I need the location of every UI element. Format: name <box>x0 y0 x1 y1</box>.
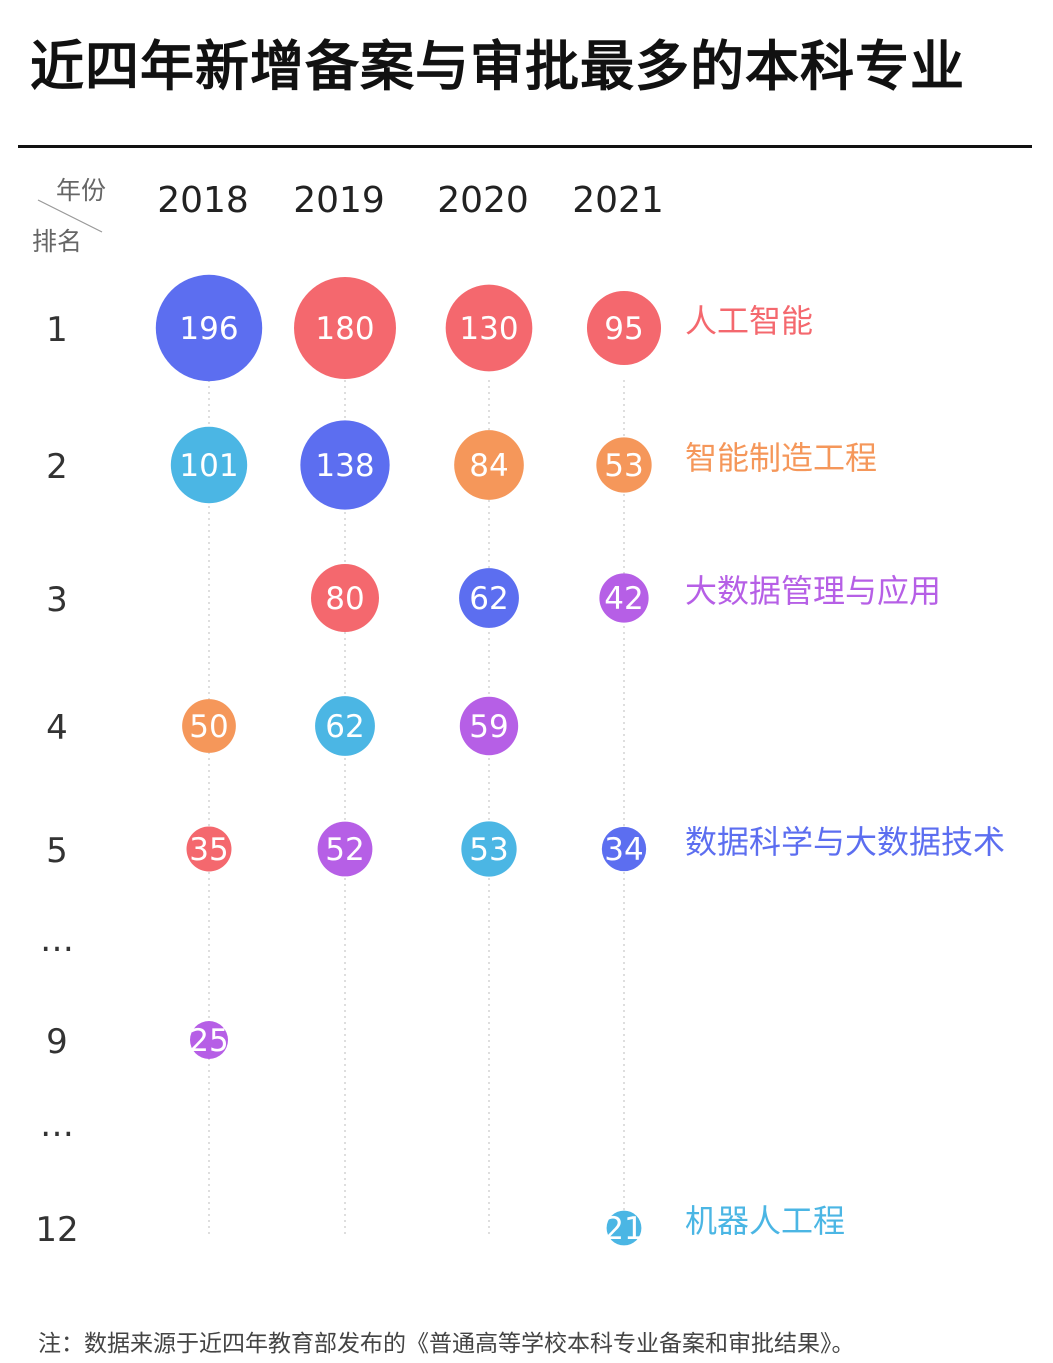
chart-title: 近四年新增备案与审批最多的本科专业 <box>30 35 965 98</box>
year-label-2018: 2018 <box>157 180 249 221</box>
bubble-2018-rank-5 <box>186 826 232 872</box>
corner-rank-label: 排名 <box>32 227 82 256</box>
bubble-2019-rank-5 <box>317 821 373 877</box>
bubble-value-2021-rank-5: 34 <box>604 832 643 868</box>
corner-year-label: 年份 <box>56 176 106 205</box>
bubble-2021-rank-5 <box>601 826 647 872</box>
bubble-value-2018-rank-5: 35 <box>189 832 228 868</box>
legend-label: 智能制造工程 <box>685 439 877 477</box>
bubble-value-2018-rank-2: 101 <box>179 448 238 484</box>
bubble-2020-rank-3 <box>459 568 519 628</box>
legend-label: 人工智能 <box>685 302 813 340</box>
legend-label: 数据科学与大数据技术 <box>685 823 1005 861</box>
bubble-value-2020-rank-5: 53 <box>469 832 508 868</box>
bubble-value-2020-rank-1: 130 <box>459 311 518 347</box>
corner-diagonal <box>37 199 103 233</box>
rank-ellipsis: … <box>40 920 74 960</box>
bubble-value-2020-rank-3: 62 <box>469 581 508 617</box>
rank-label-9: 9 <box>46 1022 68 1062</box>
rank-label-3: 3 <box>46 580 68 620</box>
bubble-value-2021-rank-12: 21 <box>604 1211 643 1247</box>
bubble-2019-rank-2 <box>300 420 390 510</box>
bubble-value-2021-rank-1: 95 <box>604 311 643 347</box>
bubble-value-2019-rank-1: 180 <box>315 311 374 347</box>
bubble-value-2020-rank-2: 84 <box>469 448 508 484</box>
legend-label: 大数据管理与应用 <box>685 572 941 610</box>
bubble-2019-rank-3 <box>311 564 379 632</box>
bubble-2021-rank-3 <box>599 573 649 623</box>
bubble-value-2021-rank-2: 53 <box>604 448 643 484</box>
bubble-2020-rank-2 <box>454 430 524 500</box>
bubble-value-2019-rank-3: 80 <box>325 581 364 617</box>
year-label-2019: 2019 <box>293 180 385 221</box>
rank-label-2: 2 <box>46 447 68 487</box>
bubble-2020-rank-5 <box>461 821 517 877</box>
bubble-2020-rank-1 <box>445 284 533 372</box>
bubble-2021-rank-1 <box>586 290 662 366</box>
bubble-2019-rank-1 <box>294 277 396 379</box>
year-label-2021: 2021 <box>572 180 664 221</box>
bubble-value-2019-rank-5: 52 <box>325 832 364 868</box>
rank-label-1: 1 <box>46 310 68 350</box>
bubble-2020-rank-4 <box>459 696 519 756</box>
bubble-value-2018-rank-4: 50 <box>189 709 228 745</box>
bubble-value-2019-rank-2: 138 <box>315 448 374 484</box>
year-label-2020: 2020 <box>437 180 529 221</box>
rank-label-4: 4 <box>46 708 68 748</box>
bubble-2018-rank-4 <box>182 699 236 753</box>
footnote: 注：数据来源于近四年教育部发布的《普通高等学校本科专业备案和审批结果》。 <box>38 1331 855 1357</box>
bubble-2021-rank-12 <box>606 1210 642 1246</box>
title-divider <box>18 145 1032 148</box>
bubble-value-2020-rank-4: 59 <box>469 709 508 745</box>
rank-label-12: 12 <box>35 1210 78 1250</box>
bubble-2018-rank-2 <box>170 426 248 504</box>
bubble-value-2018-rank-1: 196 <box>179 311 238 347</box>
bubble-2021-rank-2 <box>596 437 652 493</box>
rank-ellipsis: … <box>40 1105 74 1145</box>
bubble-2018-rank-1 <box>155 274 263 382</box>
bubble-2019-rank-4 <box>315 696 375 756</box>
bubble-value-2018-rank-9: 25 <box>189 1023 228 1059</box>
legend-label: 机器人工程 <box>685 1202 845 1240</box>
bubble-value-2019-rank-4: 62 <box>325 709 364 745</box>
bubble-value-2021-rank-3: 42 <box>604 581 643 617</box>
rank-label-5: 5 <box>46 831 68 871</box>
bubble-2018-rank-9 <box>190 1021 228 1059</box>
